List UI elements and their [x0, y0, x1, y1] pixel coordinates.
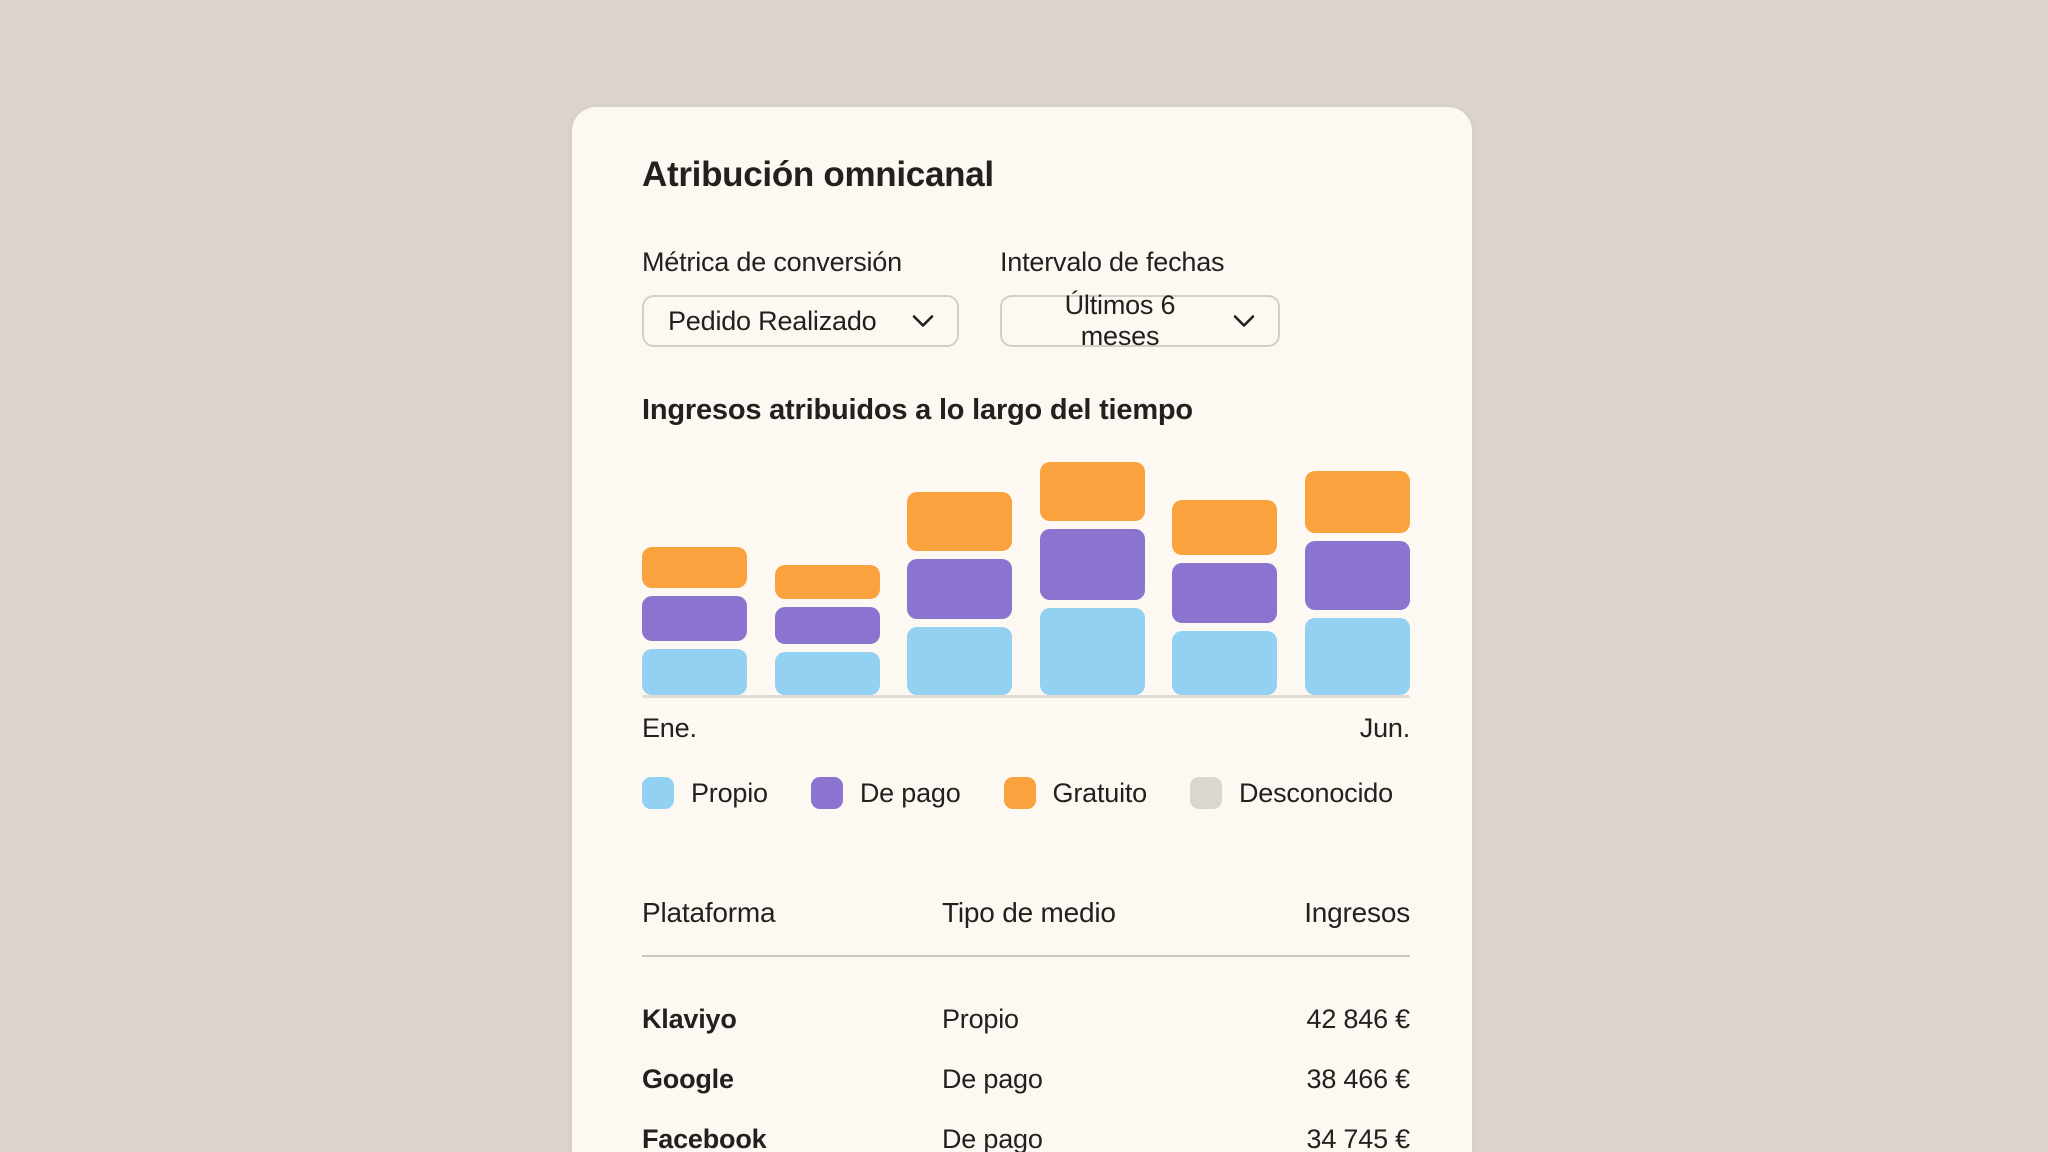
- medium-cell: De pago: [942, 1123, 1043, 1152]
- x-axis-line: [642, 695, 1410, 698]
- legend-label-de-pago: De pago: [859, 777, 961, 808]
- table-header-row: Plataforma Tipo de medio Ingresos: [642, 897, 1410, 929]
- x-axis-labels: Ene. Jun.: [642, 713, 1410, 744]
- chart-segment-de-pago[interactable]: [642, 596, 747, 641]
- date-range-value: Últimos 6 meses: [1064, 290, 1176, 351]
- chart-segment-de-pago[interactable]: [1039, 529, 1145, 600]
- attribution-table: Plataforma Tipo de medio Ingresos Klaviy…: [642, 897, 1410, 1152]
- chart-segment-propio[interactable]: [1304, 618, 1410, 695]
- conversion-metric-label: Métrica de conversión: [642, 247, 902, 277]
- revenue-cell: 34 745 €: [1306, 1123, 1411, 1152]
- chart-title: Ingresos atribuidos a lo largo del tiemp…: [642, 394, 1193, 426]
- card-title: Atribución omnicanal: [642, 155, 994, 194]
- chart-segment-gratuito[interactable]: [907, 492, 1013, 551]
- legend-label-gratuito: Gratuito: [1052, 777, 1148, 808]
- de-pago-swatch-icon: [810, 777, 843, 809]
- date-range-label: Intervalo de fechas: [1000, 247, 1225, 277]
- date-range-select[interactable]: Últimos 6 meses: [1000, 290, 1280, 351]
- chart-segment-propio[interactable]: [1039, 608, 1145, 695]
- date-range-control: Intervalo de fechas Últimos 6 meses: [1000, 245, 1280, 351]
- table-row-facebook: Facebook De pago 34 745 €: [642, 1109, 1410, 1152]
- chart-segment-gratuito[interactable]: [1172, 500, 1278, 555]
- revenue-cell: 38 466 €: [1306, 1063, 1411, 1094]
- table-header-divider: [642, 955, 1410, 957]
- chart-segment-de-pago[interactable]: [774, 607, 880, 644]
- x-tick-ene: Ene.: [642, 713, 697, 743]
- conversion-metric-value: Pedido Realizado: [668, 305, 877, 336]
- bar-may[interactable]: [1172, 455, 1278, 695]
- legend-item-propio: Propio: [642, 777, 768, 809]
- legend-item-gratuito: Gratuito: [1003, 777, 1148, 809]
- legend-label-desconocido: Desconocido: [1239, 777, 1393, 808]
- bar-ene[interactable]: [642, 455, 747, 695]
- bar-mar[interactable]: [907, 455, 1013, 695]
- chart-segment-gratuito[interactable]: [774, 565, 880, 599]
- bar-jun[interactable]: [1304, 455, 1410, 695]
- chart-segment-de-pago[interactable]: [1172, 563, 1278, 623]
- table-header-platform: Plataforma: [642, 897, 776, 928]
- chart-segment-propio[interactable]: [642, 649, 747, 695]
- chart-segment-gratuito[interactable]: [642, 547, 747, 588]
- table-header-medium: Tipo de medio: [942, 897, 1116, 928]
- chart-segment-gratuito[interactable]: [1304, 471, 1410, 533]
- chart-segment-gratuito[interactable]: [1039, 462, 1145, 521]
- chart-segment-de-pago[interactable]: [907, 559, 1013, 619]
- x-tick-jun: Jun.: [1359, 713, 1410, 743]
- table-body: Klaviyo Propio 42 846 € Google De pago 3…: [642, 989, 1410, 1152]
- medium-cell: Propio: [942, 1003, 1019, 1034]
- chart-segment-de-pago[interactable]: [1304, 541, 1410, 610]
- legend-item-desconocido: Desconocido: [1190, 777, 1393, 809]
- platform-cell: Google: [642, 1063, 734, 1094]
- stacked-bar-chart: [642, 455, 1410, 695]
- desconocido-swatch-icon: [1190, 777, 1222, 809]
- chart-segment-propio[interactable]: [774, 652, 880, 695]
- table-header-revenue: Ingresos: [1304, 897, 1410, 928]
- chart-segment-propio[interactable]: [907, 627, 1013, 695]
- table-row-klaviyo: Klaviyo Propio 42 846 €: [642, 989, 1410, 1049]
- chart-legend: Propio De pago Gratuito Desconocido: [642, 777, 1393, 809]
- chart-segment-propio[interactable]: [1172, 631, 1278, 695]
- gratuito-swatch-icon: [1003, 777, 1036, 809]
- platform-cell: Facebook: [642, 1123, 767, 1152]
- bar-feb[interactable]: [774, 455, 880, 695]
- legend-item-de-pago: De pago: [810, 777, 961, 809]
- bar-abr[interactable]: [1039, 455, 1145, 695]
- platform-cell: Klaviyo: [642, 1003, 737, 1034]
- revenue-cell: 42 846 €: [1306, 1003, 1411, 1034]
- medium-cell: De pago: [942, 1063, 1043, 1094]
- attribution-card: Atribución omnicanal Métrica de conversi…: [572, 107, 1472, 1152]
- conversion-metric-select[interactable]: Pedido Realizado: [642, 295, 959, 347]
- chevron-down-icon: [1233, 314, 1255, 327]
- table-row-google: Google De pago 38 466 €: [642, 1049, 1410, 1109]
- conversion-metric-control: Métrica de conversión Pedido Realizado: [642, 245, 959, 347]
- chevron-down-icon: [912, 314, 934, 327]
- legend-label-propio: Propio: [691, 777, 768, 808]
- propio-swatch-icon: [642, 777, 674, 809]
